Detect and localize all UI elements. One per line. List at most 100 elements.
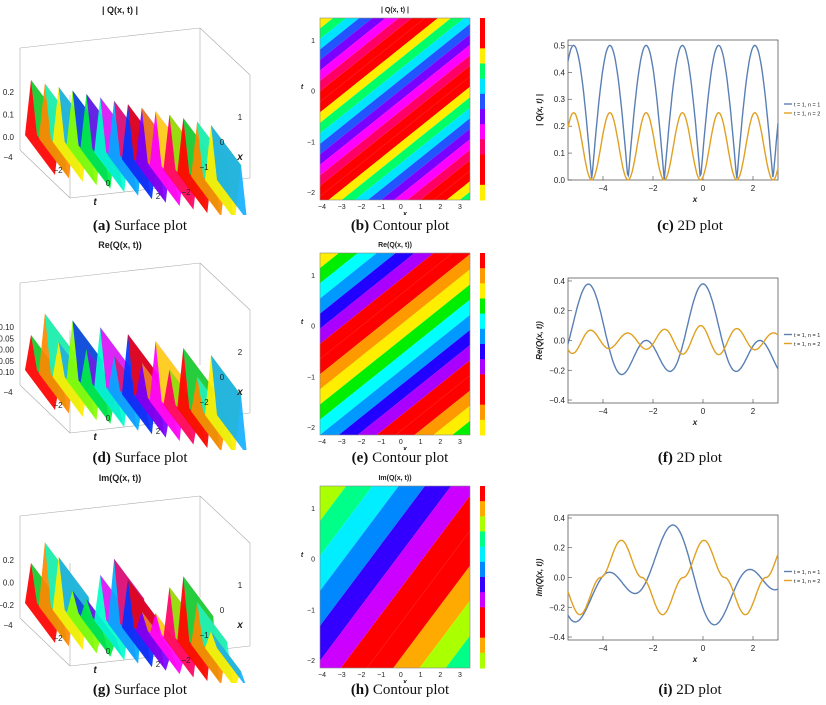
z-tick-label: 0.00 xyxy=(0,346,15,355)
x-tick-label: −1 xyxy=(199,631,209,640)
z-tick-label: 0.2 xyxy=(3,88,15,97)
series-line-2 xyxy=(567,539,779,616)
series-line-2 xyxy=(567,111,779,181)
contour-band xyxy=(320,55,470,186)
contour-band xyxy=(290,486,294,668)
line-svg: −0.4 −0.2 0.0 0.2 0.4 −4 −2 0 2 x Re(Q(x, t)) t = 1… xyxy=(535,277,820,427)
contour-legend xyxy=(480,253,485,436)
contour-title: Im(Q(x, t)) xyxy=(378,475,411,482)
x-tick-label: 1 xyxy=(419,204,423,211)
contour-band xyxy=(472,486,510,668)
z-tick-label: −0.05 xyxy=(0,357,15,366)
caption-e: (e) Contour plot xyxy=(351,450,449,466)
contour-band xyxy=(328,86,470,200)
x-tick-label: 0 xyxy=(220,138,225,147)
legend-swatch xyxy=(480,63,485,80)
series-line-2 xyxy=(567,325,779,356)
x-tick-label: −1 xyxy=(377,672,385,679)
y-tick-label: 0.0 xyxy=(554,176,566,185)
x-tick-label: −2 xyxy=(357,439,365,446)
legend-label: t = 1, n = 1 xyxy=(794,333,820,339)
x-axis-label: x xyxy=(402,679,408,683)
legend-swatch xyxy=(480,154,485,171)
x-axis-label: x xyxy=(236,620,243,631)
surface-plot-a: | Q(x, t) | 0.2 0.1 0.0 −4 −2 0 2 t 1 0 −1 −2 x xyxy=(0,0,262,220)
t-tick-label: −2 xyxy=(53,166,63,175)
z-tick-label: 0.05 xyxy=(0,334,15,343)
legend-swatch xyxy=(480,169,485,186)
x-tick-label: −2 xyxy=(357,672,365,679)
contour-legend xyxy=(480,486,485,669)
contour-band xyxy=(320,34,470,165)
y-tick-label: −1 xyxy=(307,607,315,614)
y-tick-label: 0.4 xyxy=(554,68,566,77)
legend-label: t = 1, n = 2 xyxy=(794,112,820,118)
y-tick-label: −2 xyxy=(307,658,315,665)
surface-svg: | Q(x, t) | 0.2 0.1 0.0 −4 −2 0 2 t 1 0 −1 −2 x xyxy=(3,5,251,220)
x-tick-label: 3 xyxy=(458,439,462,446)
legend-swatch xyxy=(480,139,485,155)
x-tick-label: 2 xyxy=(751,407,756,416)
contour-band xyxy=(290,18,320,200)
legend-swatch xyxy=(480,374,485,390)
contour-frame xyxy=(319,17,471,201)
contour-band xyxy=(320,314,470,435)
legend-swatch xyxy=(480,344,485,360)
contour-band xyxy=(320,284,470,420)
x-axis-label: x xyxy=(692,195,698,204)
y-tick-label: −2 xyxy=(307,425,315,432)
legend-swatch xyxy=(480,577,485,593)
contour-band xyxy=(380,128,470,200)
legend-label: t = 1, n = 2 xyxy=(794,342,820,348)
x-tick-label: 0 xyxy=(220,606,225,615)
y-tick-label: 0 xyxy=(311,324,315,331)
t-tick-label: −4 xyxy=(3,621,13,630)
line-svg: 0.0 0.1 0.2 0.3 0.4 0.5 −4 −2 0 2 x | Q(x, t) | t = … xyxy=(535,39,820,204)
x-tick-label: −1 xyxy=(377,439,385,446)
surface-ridge xyxy=(205,631,241,688)
y-tick-label: −2 xyxy=(307,190,315,197)
x-tick-label: 2 xyxy=(438,204,442,211)
caption-h: (h) Contour plot xyxy=(350,682,450,698)
y-tick-label: 0.2 xyxy=(554,544,566,553)
surface-ridge-shade xyxy=(211,631,247,688)
contour-band xyxy=(320,486,373,556)
t-tick-label: 2 xyxy=(156,192,161,201)
x-tick-label: 0 xyxy=(701,407,706,416)
x-axis-label: x xyxy=(402,211,408,215)
t-tick-label: −2 xyxy=(53,634,63,643)
contour-band xyxy=(320,23,470,155)
surface-title: Re(Q(x, t)) xyxy=(98,240,142,250)
x-tick-label: 0 xyxy=(220,373,225,382)
y-axis-label: | Q(x, t) | xyxy=(535,94,544,126)
y-axis-label: t xyxy=(301,552,304,559)
contour-band xyxy=(290,18,307,200)
contour-band xyxy=(473,18,510,200)
legend-swatch xyxy=(480,78,485,95)
x-tick-label: 0 xyxy=(399,672,403,679)
x-tick-label: 1 xyxy=(419,672,423,679)
contour-title: Re(Q(x, t)) xyxy=(378,242,412,249)
contour-band xyxy=(376,360,470,435)
x-tick-label: −2 xyxy=(199,398,209,407)
contour-band xyxy=(290,486,320,668)
surface-ridge xyxy=(149,613,186,675)
series-line-1 xyxy=(567,524,779,626)
x-axis-label: x xyxy=(692,655,698,664)
legend-swatch xyxy=(480,268,485,284)
y-tick-label: 1 xyxy=(311,506,315,513)
z-tick-label: 0.2 xyxy=(3,556,15,565)
x-tick-label: −4 xyxy=(598,407,608,416)
y-tick-label: −1 xyxy=(307,374,315,381)
x-tick-label: 2 xyxy=(751,184,756,193)
contour-band xyxy=(486,18,510,200)
x-tick-label: 0 xyxy=(701,644,706,653)
contour-band xyxy=(407,149,470,200)
legend-swatch xyxy=(480,486,485,502)
x-tick-label: 3 xyxy=(458,204,462,211)
series-line-1 xyxy=(567,44,779,181)
x-tick-label: −4 xyxy=(318,204,326,211)
contour-band xyxy=(320,299,470,435)
surface-svg: Im(Q(x, t)) 0.2 0.0 −0.2 −4 −2 0 2 t 1 0 −1 −2 x xyxy=(0,473,251,688)
surface-title: | Q(x, t) | xyxy=(102,5,138,15)
